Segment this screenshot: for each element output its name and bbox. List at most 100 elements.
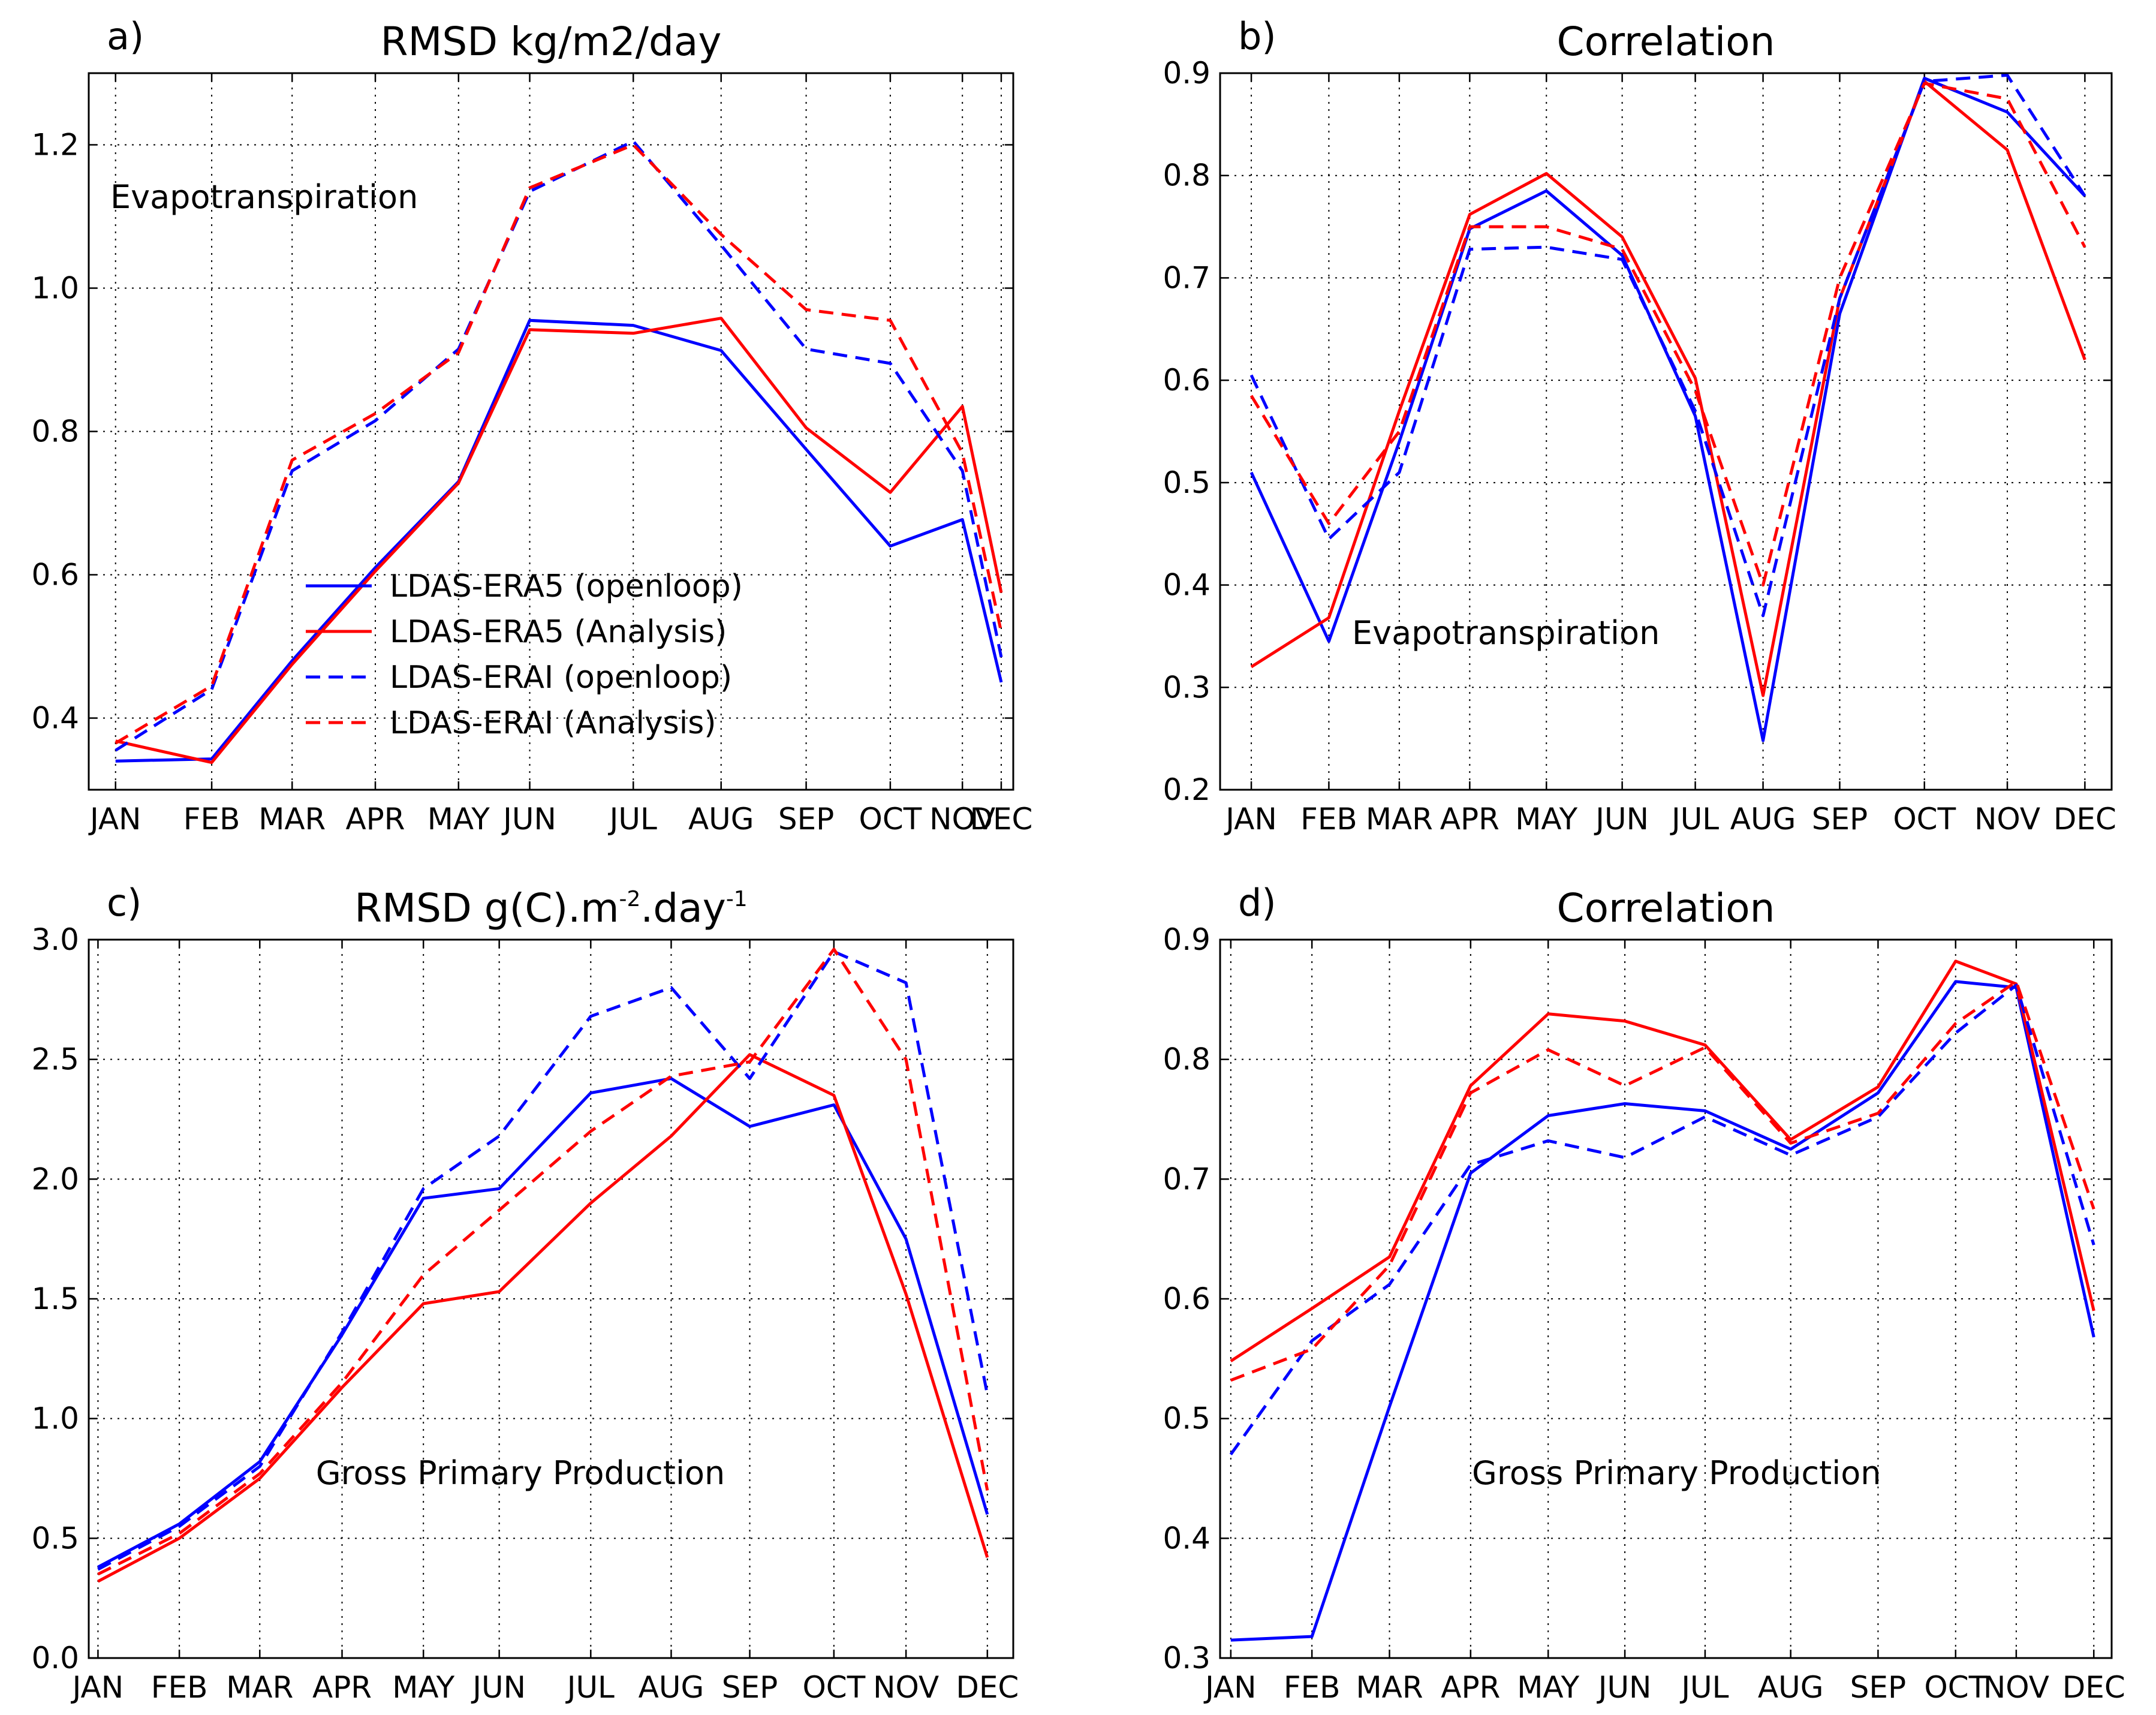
y-tick-label: 0.5 <box>1163 1401 1211 1436</box>
y-tick-label: 0.6 <box>1163 363 1211 398</box>
x-tick-label: NOV <box>1974 802 2040 837</box>
panel-letter: b) <box>1238 14 1276 58</box>
x-tick-label: MAY <box>1517 1670 1579 1705</box>
chart-title: RMSD g(C).m-2.day-1 <box>354 885 747 931</box>
x-tick-label: AUG <box>688 802 754 837</box>
x-tick-label: APR <box>1440 802 1499 837</box>
chart-title-part: RMSD g(C).m <box>354 885 619 931</box>
x-tick-label: OCT <box>802 1670 865 1705</box>
series-line-2 <box>1249 73 2086 618</box>
y-tick-label: 2.0 <box>31 1162 79 1196</box>
plot-frame <box>88 938 1014 1659</box>
y-tick-label: 0.9 <box>1163 922 1211 957</box>
y-tick-label: 0.0 <box>31 1641 79 1675</box>
y-tick-label: 0.3 <box>1163 670 1211 705</box>
panel-annotation: Evapotranspiration <box>1352 614 1660 652</box>
legend-label-3: LDAS-ERAI (Analysis) <box>390 705 716 741</box>
y-tick-label: 1.0 <box>31 271 79 306</box>
x-tick-label: FEB <box>151 1670 208 1705</box>
panel-letter: d) <box>1238 881 1276 925</box>
x-tick-label: MAY <box>427 802 490 837</box>
y-tick-label: 0.5 <box>31 1521 79 1555</box>
x-tick-label: JUN <box>501 802 556 837</box>
x-tick-label: AUG <box>1730 802 1796 837</box>
y-tick-label: 0.7 <box>1163 1162 1211 1196</box>
x-tick-label: MAY <box>1515 802 1577 837</box>
x-tick-label: JUL <box>608 802 657 837</box>
y-tick-label: 0.7 <box>1163 260 1211 295</box>
y-tick-label: 1.5 <box>31 1281 79 1316</box>
x-tick-label: FEB <box>1300 802 1357 837</box>
x-tick-label: SEP <box>1812 802 1868 837</box>
panel-letter: c) <box>107 881 141 925</box>
x-tick-label: OCT <box>859 802 922 837</box>
series-line-2 <box>97 950 989 1571</box>
plot-frame <box>88 72 1014 791</box>
x-tick-label: FEB <box>1284 1670 1341 1705</box>
chart-title-part: -1 <box>726 887 748 911</box>
y-tick-label: 2.5 <box>31 1042 79 1077</box>
y-tick-label: 0.5 <box>1163 465 1211 500</box>
x-tick-label: SEP <box>722 1670 778 1705</box>
legend-label-2: LDAS-ERAI (openloop) <box>390 660 732 696</box>
x-tick-label: MAR <box>1366 802 1433 837</box>
y-tick-label: 0.4 <box>31 701 79 736</box>
series-line-1 <box>97 1053 989 1583</box>
x-tick-label: FEB <box>183 802 240 837</box>
x-tick-label: NOV <box>929 802 995 837</box>
plot-frame <box>1219 72 2113 791</box>
series-line-3 <box>1230 980 2095 1382</box>
chart-title-part: -2 <box>619 887 641 911</box>
y-tick-label: 3.0 <box>31 922 79 957</box>
y-tick-label: 0.8 <box>1163 158 1211 193</box>
x-tick-label: AUG <box>1758 1670 1824 1705</box>
y-tick-label: 1.2 <box>31 128 79 163</box>
legend-label-0: LDAS-ERA5 (openloop) <box>390 568 743 604</box>
y-tick-label: 0.8 <box>1163 1042 1211 1077</box>
y-tick-label: 0.9 <box>1163 56 1211 91</box>
series-line-1 <box>1230 959 2095 1362</box>
y-tick-label: 1.0 <box>31 1401 79 1436</box>
x-tick-label: JAN <box>88 802 141 837</box>
x-tick-label: APR <box>345 802 405 837</box>
series-line-3 <box>1249 82 2086 587</box>
x-tick-label: NOV <box>873 1670 939 1705</box>
series-line-3 <box>115 143 1003 745</box>
panel-annotation: Evapotranspiration <box>110 178 418 216</box>
x-tick-label: JAN <box>1224 802 1276 837</box>
y-tick-label: 0.4 <box>1163 1521 1211 1555</box>
x-tick-label: APR <box>1441 1670 1500 1705</box>
y-tick-label: 0.6 <box>31 558 79 592</box>
x-tick-label: OCT <box>1924 1670 1987 1705</box>
panel-letter: a) <box>107 14 144 58</box>
x-tick-label: SEP <box>778 802 834 837</box>
series-line-0 <box>1249 77 2086 742</box>
chart-title: RMSD kg/m2/day <box>381 19 722 65</box>
y-tick-label: 0.4 <box>1163 568 1211 603</box>
x-tick-label: JUN <box>1597 1670 1652 1705</box>
panel-annotation: Gross Primary Production <box>1472 1454 1881 1492</box>
plot-frame <box>1219 938 2113 1659</box>
x-tick-label: OCT <box>1893 802 1956 837</box>
x-tick-label: MAR <box>1356 1670 1423 1705</box>
series-line-1 <box>1250 80 2086 697</box>
x-tick-label: JUL <box>565 1670 615 1705</box>
y-tick-label: 0.3 <box>1163 1641 1211 1675</box>
x-tick-label: MAR <box>226 1670 293 1705</box>
chart-panel-2: JAN FEB MAR APR MAY JUN JUL AUG SEP OCT NOV DEC 0.0 0… <box>31 881 1019 1705</box>
x-tick-label: AUG <box>639 1670 704 1705</box>
x-tick-label: DEC <box>956 1670 1019 1705</box>
x-tick-label: JAN <box>71 1670 124 1705</box>
x-tick-label: DEC <box>969 802 1032 837</box>
series-line-1 <box>115 317 1003 765</box>
chart-panel-1: JAN FEB MAR APR MAY JUN JUL AUG SEP OCT NOV DEC 0.2 0… <box>1163 14 2116 837</box>
legend: LDAS-ERA5 (openloop) LDAS-ERA5 (Analysis)… <box>306 568 743 741</box>
x-tick-label: MAR <box>258 802 326 837</box>
x-tick-label: JUL <box>1670 802 1719 837</box>
chart-title: Correlation <box>1557 885 1775 931</box>
y-tick-label: 0.8 <box>31 414 79 449</box>
